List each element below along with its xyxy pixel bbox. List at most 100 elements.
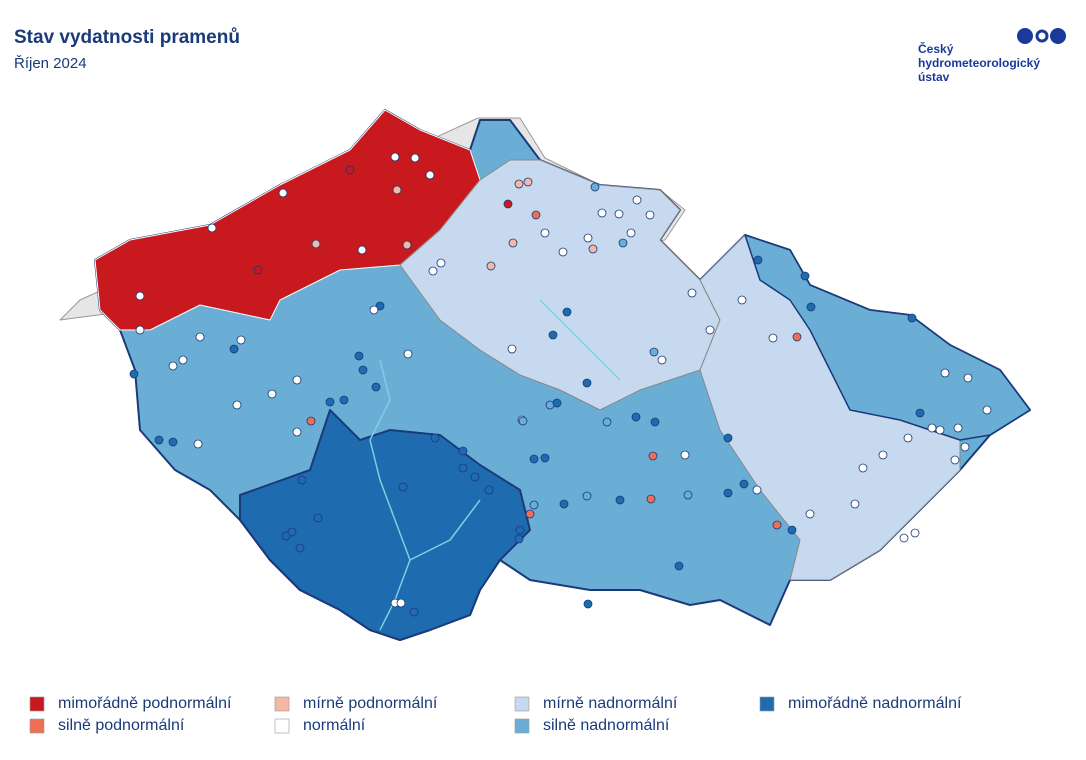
station bbox=[392, 185, 402, 195]
station bbox=[402, 240, 412, 250]
title: Stav vydatnosti pramenů bbox=[14, 27, 240, 48]
legend-label: mírně podnormální bbox=[303, 695, 438, 712]
station bbox=[680, 450, 690, 460]
station bbox=[739, 479, 749, 489]
station bbox=[281, 531, 291, 541]
legend-label: mimořádně nadnormální bbox=[788, 695, 962, 712]
logo-dot bbox=[1017, 28, 1033, 44]
station bbox=[806, 302, 816, 312]
station bbox=[295, 543, 305, 553]
station bbox=[358, 365, 368, 375]
legend-swatch bbox=[759, 696, 775, 712]
station bbox=[436, 258, 446, 268]
station bbox=[899, 533, 909, 543]
legend-swatch bbox=[29, 718, 45, 734]
legend-swatch bbox=[29, 696, 45, 712]
stations bbox=[129, 152, 992, 617]
station bbox=[514, 179, 524, 189]
station bbox=[737, 295, 747, 305]
legend-label: silně nadnormální bbox=[543, 717, 670, 734]
station bbox=[858, 463, 868, 473]
station bbox=[267, 389, 277, 399]
region-extreme-above bbox=[239, 409, 531, 641]
logo-text: hydrometeorologický bbox=[918, 56, 1040, 70]
station bbox=[525, 509, 535, 519]
station bbox=[646, 494, 656, 504]
station bbox=[649, 347, 659, 357]
logo: Český hydrometeorologický ústav bbox=[918, 28, 1066, 84]
map bbox=[59, 109, 1031, 641]
station bbox=[458, 446, 468, 456]
legend-swatch bbox=[514, 696, 530, 712]
station bbox=[940, 368, 950, 378]
station bbox=[529, 454, 539, 464]
region-strong-above bbox=[744, 234, 1031, 441]
station bbox=[398, 482, 408, 492]
station bbox=[650, 417, 660, 427]
station bbox=[582, 378, 592, 388]
station bbox=[935, 425, 945, 435]
station bbox=[597, 208, 607, 218]
station bbox=[982, 405, 992, 415]
station bbox=[953, 423, 963, 433]
station bbox=[590, 182, 600, 192]
station bbox=[297, 475, 307, 485]
station bbox=[602, 417, 612, 427]
station bbox=[531, 210, 541, 220]
station bbox=[558, 247, 568, 257]
legend-swatch bbox=[514, 718, 530, 734]
station bbox=[792, 332, 802, 342]
station bbox=[371, 382, 381, 392]
station bbox=[135, 325, 145, 335]
station bbox=[903, 433, 913, 443]
station bbox=[396, 598, 406, 608]
station bbox=[514, 534, 524, 544]
station bbox=[540, 228, 550, 238]
station bbox=[503, 199, 513, 209]
station bbox=[878, 450, 888, 460]
station bbox=[615, 495, 625, 505]
station bbox=[963, 373, 973, 383]
station bbox=[232, 400, 242, 410]
station bbox=[614, 209, 624, 219]
station bbox=[683, 490, 693, 500]
station bbox=[325, 397, 335, 407]
station bbox=[339, 395, 349, 405]
station bbox=[540, 453, 550, 463]
subtitle: Říjen 2024 bbox=[14, 55, 87, 72]
station bbox=[403, 349, 413, 359]
station bbox=[648, 451, 658, 461]
logo-dot bbox=[1050, 28, 1066, 44]
station bbox=[626, 228, 636, 238]
station bbox=[345, 165, 355, 175]
station bbox=[552, 398, 562, 408]
station bbox=[562, 307, 572, 317]
station bbox=[410, 153, 420, 163]
station bbox=[805, 509, 815, 519]
station bbox=[375, 301, 385, 311]
station bbox=[292, 427, 302, 437]
station bbox=[409, 607, 419, 617]
station bbox=[529, 500, 539, 510]
station bbox=[772, 520, 782, 530]
station bbox=[135, 291, 145, 301]
station bbox=[278, 188, 288, 198]
logo-dot bbox=[1035, 29, 1049, 43]
station bbox=[850, 499, 860, 509]
legend-swatch bbox=[274, 696, 290, 712]
station bbox=[705, 325, 715, 335]
logo-text: Český bbox=[918, 41, 954, 56]
station bbox=[582, 491, 592, 501]
logo-text: ústav bbox=[918, 70, 950, 84]
station bbox=[292, 375, 302, 385]
station bbox=[354, 351, 364, 361]
station bbox=[588, 244, 598, 254]
station bbox=[168, 437, 178, 447]
station bbox=[154, 435, 164, 445]
legend-label: mírně nadnormální bbox=[543, 695, 678, 712]
station bbox=[632, 195, 642, 205]
station bbox=[907, 313, 917, 323]
station bbox=[311, 239, 321, 249]
station bbox=[486, 261, 496, 271]
